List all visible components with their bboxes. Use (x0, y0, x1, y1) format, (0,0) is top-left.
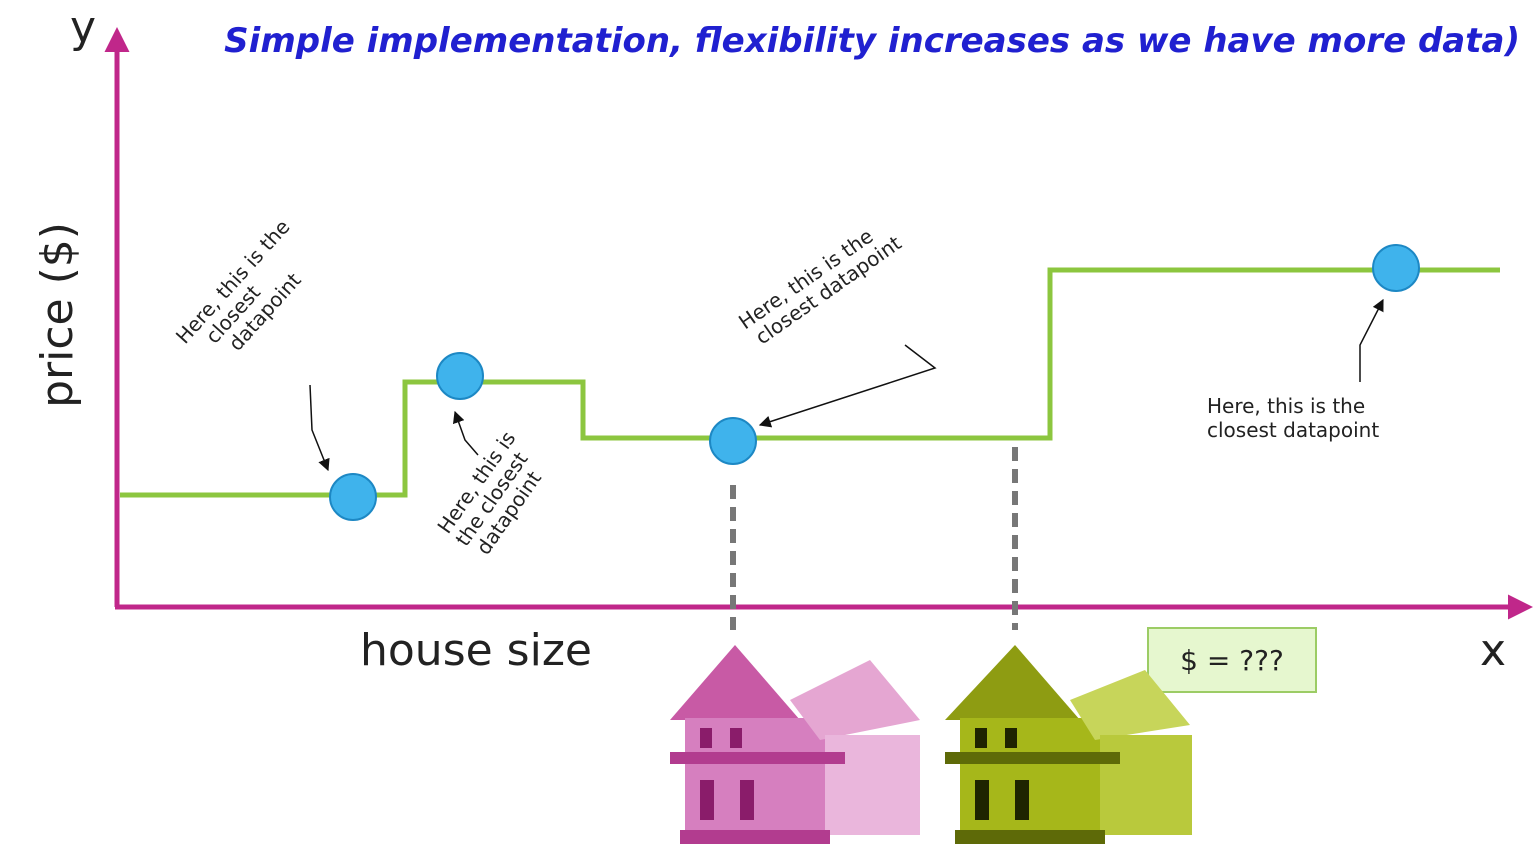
datapoints (329, 244, 1420, 521)
arrow (1359, 298, 1384, 382)
y-label: price ($) (32, 222, 83, 408)
arrow (452, 410, 479, 456)
annotation: Here, this is the closest datapoint (432, 421, 560, 563)
datapoint (709, 417, 757, 465)
title: Simple implementation, flexibility incre… (224, 21, 1520, 61)
datapoint (1372, 244, 1420, 292)
annotation-line: Here, this is the (1207, 394, 1365, 418)
nearest-neighbor-fit (120, 267, 1500, 498)
annotation-line: closest datapoint (1207, 418, 1379, 442)
datapoint (329, 473, 377, 521)
arrows (309, 298, 1384, 472)
house-green (945, 645, 1192, 844)
annotation: Here, this is the closest datapoint (1207, 394, 1379, 442)
query-label: $ = ??? (1180, 644, 1284, 677)
y-letter: y (70, 2, 96, 53)
x-label: house size (360, 625, 592, 676)
annotation: Here, this is the closest datapoint (734, 213, 906, 352)
house-pink (670, 645, 920, 844)
query-box (1147, 627, 1317, 693)
annotation: Here, this is the closest datapoint (171, 210, 332, 378)
arrow (309, 384, 330, 472)
datapoint (436, 352, 484, 400)
x-letter: x (1480, 625, 1506, 676)
arrow (758, 344, 937, 428)
